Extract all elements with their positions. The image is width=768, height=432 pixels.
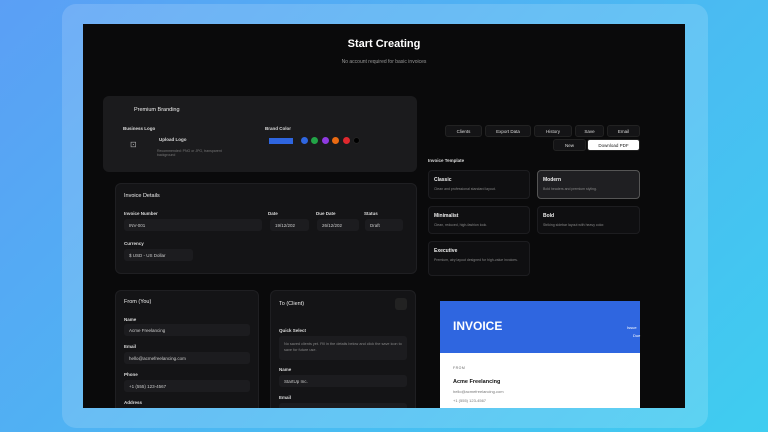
preview-header: INVOICE Issue Due xyxy=(440,301,640,353)
to-title: To (Client) xyxy=(279,301,305,307)
swatch-purple[interactable] xyxy=(322,137,329,144)
download-pdf-button[interactable]: Download PDF xyxy=(587,139,640,151)
template-name: Modern xyxy=(543,177,562,183)
from-phone-input[interactable]: +1 (555) 123-4567 xyxy=(124,380,250,392)
upload-logo-button[interactable]: Upload Logo xyxy=(159,137,187,142)
preview-title: INVOICE xyxy=(453,319,503,333)
from-phone-label: Phone xyxy=(124,372,138,377)
date-input[interactable]: 19/12/202 xyxy=(270,219,309,231)
template-desc: Clean and professional standard layout. xyxy=(434,187,496,191)
save-button[interactable]: Save xyxy=(575,125,604,137)
template-minimalist[interactable]: Minimalist Clean, reduced, high-fashion l… xyxy=(428,206,530,234)
template-executive[interactable]: Executive Premium, airy layout designed f… xyxy=(428,241,530,276)
preview-from-label: FROM xyxy=(453,366,466,370)
to-email-label: Email xyxy=(279,395,292,400)
date-label: Date xyxy=(268,211,278,216)
template-title: Invoice Template xyxy=(428,158,465,163)
to-card: To (Client) Quick Select No saved client… xyxy=(270,290,416,408)
status-label: Status xyxy=(364,211,378,216)
template-name: Bold xyxy=(543,213,555,219)
quick-select-label: Quick Select xyxy=(279,328,307,333)
from-name-input[interactable]: Acme Freelancing xyxy=(124,324,250,336)
template-desc: Premium, airy layout designed for high-v… xyxy=(434,258,518,262)
save-client-button[interactable] xyxy=(395,298,407,310)
template-name: Minimalist xyxy=(434,213,459,219)
template-desc: Bold headers and premium styling. xyxy=(543,187,597,191)
page-title: Start Creating xyxy=(347,38,421,50)
template-bold[interactable]: Bold Striking sidebar layout with heavy c… xyxy=(537,206,640,234)
invoice-number-input[interactable]: INV-001 xyxy=(124,219,262,231)
swatch-black[interactable] xyxy=(353,137,360,144)
preview-issue: Issue xyxy=(627,325,637,330)
to-name-label: Name xyxy=(279,367,292,372)
to-email-input[interactable] xyxy=(279,403,407,408)
template-classic[interactable]: Classic Clean and professional standard l… xyxy=(428,170,530,199)
currency-label: Currency xyxy=(124,241,144,246)
new-button[interactable]: New xyxy=(553,139,586,151)
swatch-orange[interactable] xyxy=(332,137,339,144)
template-name: Executive xyxy=(434,248,458,254)
due-label: Due Date xyxy=(316,211,336,216)
swatch-blue[interactable] xyxy=(301,137,308,144)
from-title: From (You) xyxy=(124,299,152,305)
brand-color-input[interactable] xyxy=(269,138,293,144)
template-modern[interactable]: Modern Bold headers and premium styling. xyxy=(537,170,640,199)
from-email-label: Email xyxy=(124,344,137,349)
number-label: Invoice Number xyxy=(124,211,158,216)
template-desc: Clean, reduced, high-fashion look. xyxy=(434,223,488,227)
preview-from-phone: +1 (555) 123-4567 xyxy=(453,398,487,403)
to-name-input[interactable]: StartUp Inc. xyxy=(279,375,407,387)
from-name-label: Name xyxy=(124,317,137,322)
history-button[interactable]: History xyxy=(534,125,572,137)
app-window: Start Creating No account required for b… xyxy=(83,24,685,408)
template-desc: Striking sidebar layout with heavy color… xyxy=(543,223,605,227)
page-subtitle: No account required for basic invoices xyxy=(341,59,427,65)
export-data-button[interactable]: Export Data xyxy=(485,125,531,137)
preview-from-name: Acme Freelancing xyxy=(453,379,501,385)
email-button[interactable]: Email xyxy=(607,125,640,137)
brand-color-label: Brand Color xyxy=(265,126,292,131)
upload-hint: Recommended: PNG or JPG, transparent bac… xyxy=(157,149,222,157)
clients-button[interactable]: Clients xyxy=(445,125,482,137)
invoice-preview: INVOICE Issue Due FROM Acme Freelancing … xyxy=(440,301,640,408)
preview-from-email: hello@acmefreelancing.com xyxy=(453,389,504,394)
template-name: Classic xyxy=(434,177,452,183)
from-email-input[interactable]: hello@acmefreelancing.com xyxy=(124,352,250,364)
invoice-details-card: Invoice Details Invoice Number INV-001 D… xyxy=(115,183,417,274)
branding-title: Premium Branding xyxy=(134,107,180,113)
swatch-red[interactable] xyxy=(343,137,350,144)
swatch-green[interactable] xyxy=(311,137,318,144)
logo-label: Business Logo xyxy=(123,126,156,131)
preview-due: Due xyxy=(633,333,641,338)
status-select[interactable]: Draft xyxy=(365,219,403,231)
due-date-input[interactable]: 26/12/202 xyxy=(317,219,359,231)
branding-card: Premium Branding Business Logo ⊡ Upload … xyxy=(103,96,417,172)
from-card: From (You) Name Acme Freelancing Email h… xyxy=(115,290,259,408)
image-upload-icon[interactable]: ⊡ xyxy=(130,140,137,149)
quick-select-box[interactable]: No saved clients yet. Fill in the detail… xyxy=(279,336,407,360)
currency-select[interactable]: $ USD - US Dollar xyxy=(124,249,193,261)
from-address-label: Address xyxy=(124,400,143,405)
details-title: Invoice Details xyxy=(124,193,160,199)
